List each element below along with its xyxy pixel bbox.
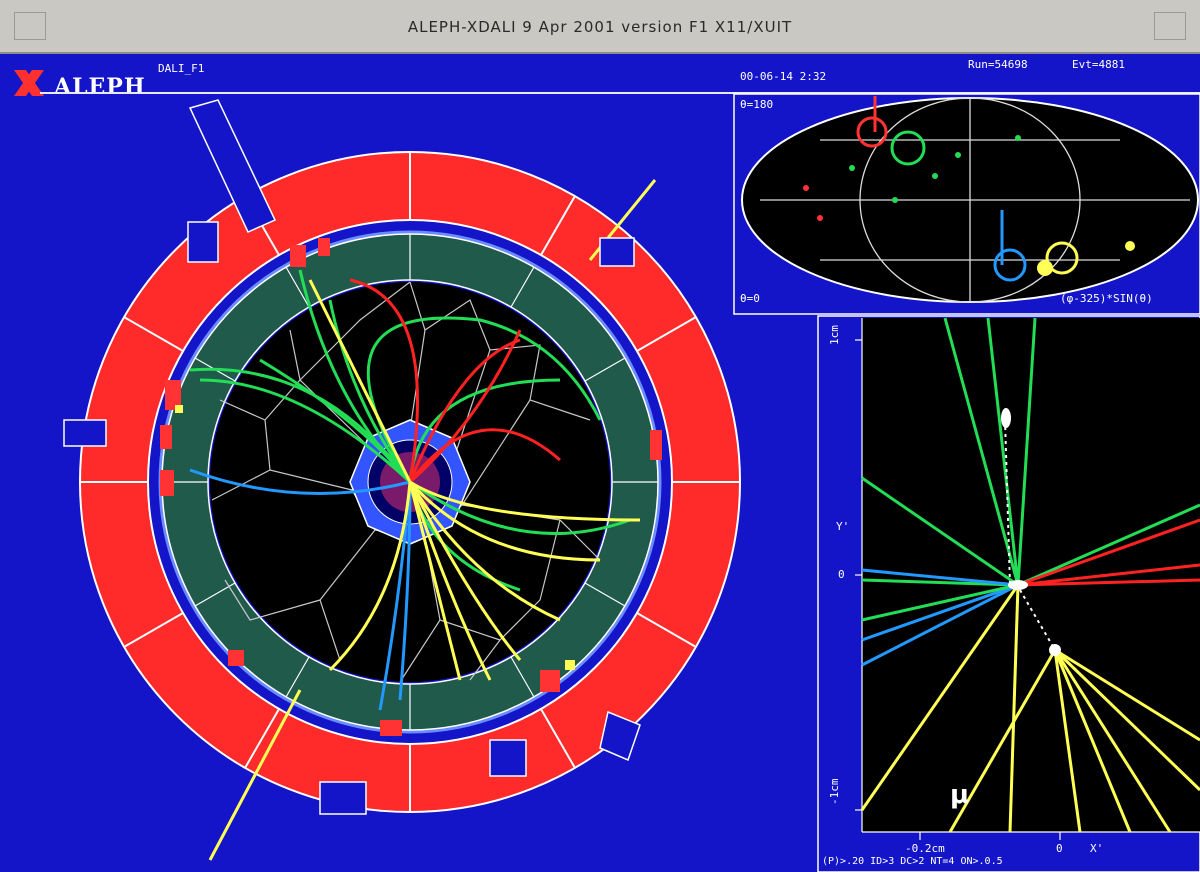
hcal-towers — [63, 99, 641, 815]
vertex-points — [1001, 408, 1061, 656]
y-tick-zero: 0 — [838, 568, 845, 581]
y-tick-bottom: -1cm — [828, 778, 841, 806]
selection-cuts: (P)>.20 ID>3 DC>2 NT=4 ON>.0.5 — [822, 856, 1003, 867]
tracks-red — [349, 278, 561, 484]
tracks-yellow — [208, 179, 657, 861]
theta-top-label: θ=180 — [740, 98, 774, 111]
aleph-logo-icon — [14, 70, 44, 96]
logo-text: ALEPH — [54, 74, 146, 100]
x-tick-zero: 0 — [1056, 842, 1063, 855]
window-title: ALEPH-XDALI 9 Apr 2001 version F1 X11/XU… — [407, 18, 793, 36]
vertex-tracks — [860, 317, 1200, 833]
theta-bottom-label: θ=0 — [740, 292, 760, 305]
event-date-time: 00-06-14 2:32 — [740, 70, 827, 83]
x-tick-left: -0.2cm — [905, 842, 945, 855]
event-number: Evt=4881 — [1072, 58, 1125, 71]
y-axis-label: Y' — [836, 520, 850, 533]
window-menu-button[interactable] — [14, 12, 46, 40]
window-maximize-button[interactable] — [1154, 12, 1186, 40]
projection-clusters — [803, 96, 1135, 282]
x-axis-label: X' — [1090, 842, 1104, 855]
energy-deposits — [160, 238, 662, 736]
ecal-ring — [161, 233, 659, 731]
vertex-panel[interactable] — [817, 315, 1200, 872]
run-number: Run=54698 — [968, 58, 1028, 71]
window-titlebar[interactable]: ALEPH-XDALI 9 Apr 2001 version F1 X11/XU… — [0, 0, 1200, 54]
header-divider — [40, 92, 1200, 94]
muon-label: μ — [950, 780, 970, 810]
view-name: DALI_F1 — [158, 62, 205, 75]
y-tick-top: 1cm — [828, 325, 841, 345]
projection-formula: (φ-325)*SIN(θ) — [1060, 292, 1153, 305]
projection-panel[interactable] — [733, 93, 1200, 315]
